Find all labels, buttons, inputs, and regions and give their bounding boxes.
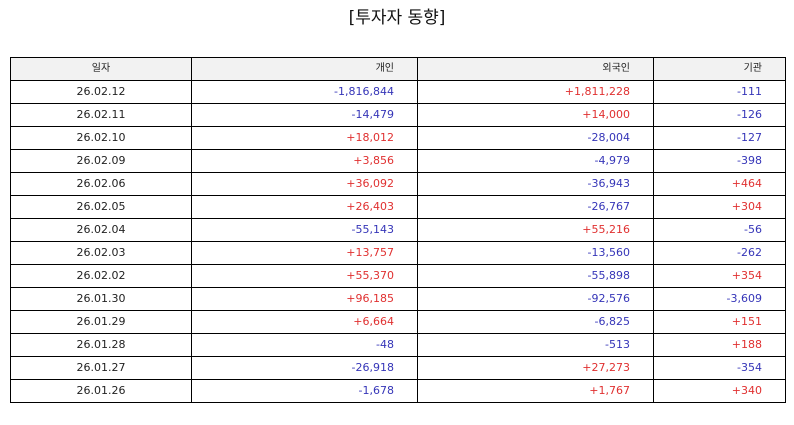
- cell-foreign: +1,767: [417, 379, 654, 403]
- cell-individual: +6,664: [191, 310, 418, 334]
- cell-individual: +55,370: [191, 264, 418, 288]
- table-row: 26.01.30 +96,185 -92,576 -3,609: [10, 287, 786, 311]
- cell-date: 26.02.10: [10, 126, 192, 150]
- cell-foreign: -513: [417, 333, 654, 357]
- table-row: 26.01.27 -26,918 +27,273 -354: [10, 356, 786, 380]
- table-row: 26.02.02 +55,370 -55,898 +354: [10, 264, 786, 288]
- cell-date: 26.01.30: [10, 287, 192, 311]
- cell-institution: +304: [653, 195, 786, 219]
- cell-date: 26.02.12: [10, 80, 192, 104]
- cell-individual: -1,678: [191, 379, 418, 403]
- header-foreign: 외국인: [417, 57, 654, 81]
- cell-institution: +151: [653, 310, 786, 334]
- cell-individual: +18,012: [191, 126, 418, 150]
- header-date: 일자: [10, 57, 192, 81]
- table-row: 26.02.12 -1,816,844 +1,811,228 -111: [10, 80, 786, 104]
- table-row: 26.01.29 +6,664 -6,825 +151: [10, 310, 786, 334]
- table-row: 26.02.10 +18,012 -28,004 -127: [10, 126, 786, 150]
- cell-individual: -1,816,844: [191, 80, 418, 104]
- page-title: [투자자 동향]: [348, 8, 446, 28]
- cell-institution: +354: [653, 264, 786, 288]
- cell-date: 26.02.03: [10, 241, 192, 265]
- cell-individual: +3,856: [191, 149, 418, 173]
- cell-institution: -398: [653, 149, 786, 173]
- table-row: 26.02.04 -55,143 +55,216 -56: [10, 218, 786, 242]
- cell-date: 26.02.02: [10, 264, 192, 288]
- cell-individual: +26,403: [191, 195, 418, 219]
- cell-institution: -3,609: [653, 287, 786, 311]
- cell-individual: +13,757: [191, 241, 418, 265]
- cell-individual: -55,143: [191, 218, 418, 242]
- table-row: 26.02.05 +26,403 -26,767 +304: [10, 195, 786, 219]
- cell-institution: -126: [653, 103, 786, 127]
- cell-date: 26.02.04: [10, 218, 192, 242]
- cell-individual: -48: [191, 333, 418, 357]
- cell-individual: +36,092: [191, 172, 418, 196]
- cell-foreign: -55,898: [417, 264, 654, 288]
- cell-individual: -14,479: [191, 103, 418, 127]
- table-row: 26.01.26 -1,678 +1,767 +340: [10, 379, 786, 403]
- cell-institution: -127: [653, 126, 786, 150]
- cell-institution: -111: [653, 80, 786, 104]
- cell-date: 26.02.11: [10, 103, 192, 127]
- cell-date: 26.02.06: [10, 172, 192, 196]
- cell-date: 26.01.28: [10, 333, 192, 357]
- cell-institution: +340: [653, 379, 786, 403]
- cell-foreign: -6,825: [417, 310, 654, 334]
- cell-institution: -262: [653, 241, 786, 265]
- cell-institution: +188: [653, 333, 786, 357]
- cell-date: 26.01.26: [10, 379, 192, 403]
- cell-foreign: -26,767: [417, 195, 654, 219]
- cell-date: 26.01.27: [10, 356, 192, 380]
- table-row: 26.02.03 +13,757 -13,560 -262: [10, 241, 786, 265]
- cell-date: 26.01.29: [10, 310, 192, 334]
- cell-foreign: +1,811,228: [417, 80, 654, 104]
- table-row: 26.02.09 +3,856 -4,979 -398: [10, 149, 786, 173]
- cell-institution: +464: [653, 172, 786, 196]
- cell-foreign: -28,004: [417, 126, 654, 150]
- header-institution: 기관: [653, 57, 786, 81]
- cell-institution: -354: [653, 356, 786, 380]
- cell-foreign: +14,000: [417, 103, 654, 127]
- cell-foreign: +55,216: [417, 218, 654, 242]
- investor-trend-table: 일자 개인 외국인 기관 26.02.12 -1,816,844 +1,811,22…: [10, 57, 786, 403]
- cell-individual: -26,918: [191, 356, 418, 380]
- cell-individual: +96,185: [191, 287, 418, 311]
- cell-foreign: +27,273: [417, 356, 654, 380]
- cell-date: 26.02.09: [10, 149, 192, 173]
- cell-foreign: -4,979: [417, 149, 654, 173]
- table-row: 26.02.11 -14,479 +14,000 -126: [10, 103, 786, 127]
- table-header-row: 일자 개인 외국인 기관: [10, 57, 786, 81]
- table-row: 26.02.06 +36,092 -36,943 +464: [10, 172, 786, 196]
- cell-foreign: -13,560: [417, 241, 654, 265]
- cell-institution: -56: [653, 218, 786, 242]
- cell-foreign: -92,576: [417, 287, 654, 311]
- table-row: 26.01.28 -48 -513 +188: [10, 333, 786, 357]
- table-body: 26.02.12 -1,816,844 +1,811,228 -111 26.02.11…: [10, 80, 786, 403]
- header-individual: 개인: [191, 57, 418, 81]
- cell-date: 26.02.05: [10, 195, 192, 219]
- cell-foreign: -36,943: [417, 172, 654, 196]
